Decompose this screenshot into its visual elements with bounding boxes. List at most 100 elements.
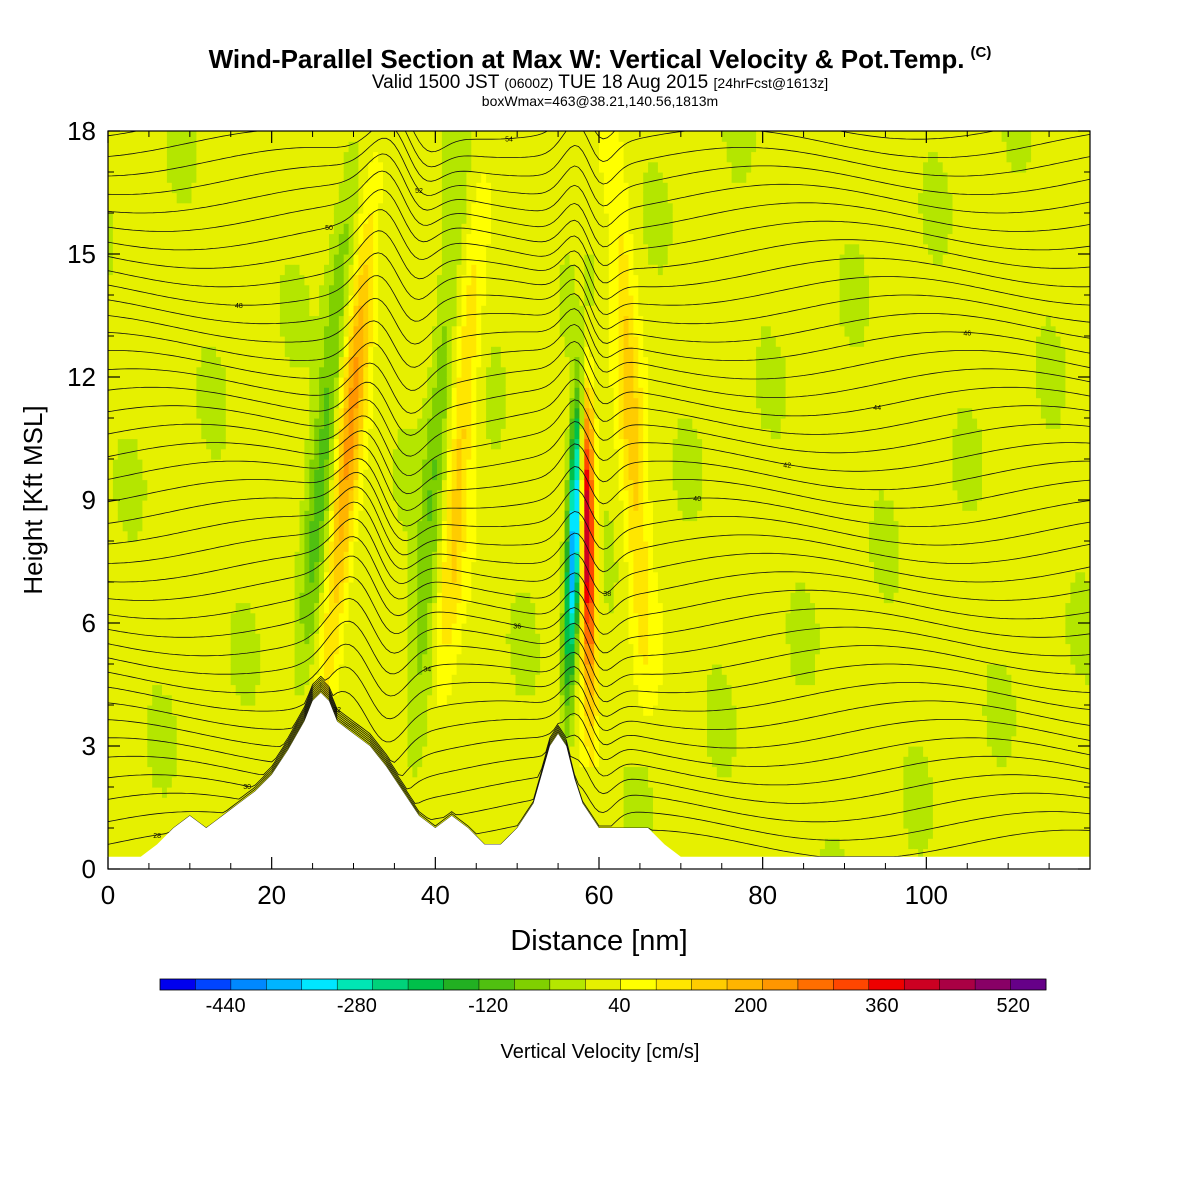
velocity-cell <box>319 315 325 327</box>
velocity-cell <box>225 530 232 542</box>
velocity-cell <box>147 776 153 788</box>
velocity-cell <box>343 366 350 378</box>
velocity-cell <box>427 315 433 327</box>
velocity-cell <box>265 141 271 153</box>
velocity-cell <box>383 746 389 757</box>
velocity-cell <box>186 223 193 235</box>
velocity-cell <box>171 438 178 450</box>
velocity-cell <box>112 756 119 768</box>
velocity-cell <box>412 346 418 358</box>
velocity-cell <box>437 787 443 798</box>
velocity-cell <box>417 264 423 276</box>
velocity-cell <box>260 325 266 337</box>
velocity-cell <box>245 623 251 634</box>
velocity-cell <box>112 182 119 194</box>
velocity-cell <box>432 684 438 696</box>
velocity-cell <box>299 571 305 583</box>
velocity-cell <box>333 387 340 399</box>
velocity-cell <box>324 274 330 286</box>
velocity-cell <box>338 172 345 183</box>
velocity-cell <box>220 274 227 286</box>
velocity-cell <box>373 653 379 665</box>
velocity-cell <box>162 520 168 532</box>
velocity-cell <box>333 243 340 255</box>
velocity-cell <box>176 582 183 593</box>
velocity-cell <box>270 530 276 542</box>
velocity-cell <box>225 766 232 778</box>
velocity-cell <box>304 346 310 358</box>
velocity-cell <box>289 233 296 245</box>
velocity-cell <box>206 561 212 573</box>
velocity-cell <box>441 530 448 542</box>
velocity-cell <box>157 551 163 563</box>
velocity-cell <box>171 746 178 757</box>
velocity-cell <box>274 161 281 173</box>
velocity-cell <box>216 397 222 409</box>
velocity-cell <box>157 571 163 583</box>
velocity-cell <box>112 264 119 276</box>
velocity-cell <box>427 684 433 696</box>
velocity-cell <box>348 684 355 696</box>
velocity-cell <box>333 346 340 358</box>
velocity-cell <box>437 479 443 491</box>
velocity-cell <box>279 274 286 286</box>
velocity-cell <box>147 653 153 665</box>
velocity-cell <box>284 623 291 634</box>
velocity-cell <box>329 295 335 306</box>
velocity-cell <box>235 264 242 276</box>
velocity-cell <box>441 807 448 819</box>
velocity-cell <box>112 848 119 860</box>
velocity-cell <box>171 161 178 173</box>
velocity-cell <box>333 530 340 542</box>
velocity-cell <box>162 674 168 686</box>
velocity-cell <box>422 459 428 470</box>
velocity-cell <box>186 756 193 768</box>
velocity-cell <box>441 202 448 214</box>
velocity-cell <box>112 407 119 419</box>
velocity-cell <box>191 500 197 511</box>
velocity-cell <box>142 172 148 183</box>
velocity-cell <box>137 151 143 163</box>
velocity-cell <box>432 705 438 716</box>
velocity-cell <box>368 387 374 399</box>
velocity-cell <box>162 705 168 716</box>
velocity-cell <box>333 182 340 194</box>
velocity-cell <box>402 131 409 142</box>
velocity-cell <box>166 797 173 809</box>
velocity-cell <box>343 284 350 296</box>
velocity-cell <box>132 674 139 686</box>
velocity-cell <box>358 510 364 522</box>
velocity-cell <box>152 172 158 183</box>
velocity-cell <box>378 530 384 542</box>
velocity-cell <box>122 746 129 757</box>
velocity-cell <box>279 325 286 337</box>
velocity-cell <box>309 479 315 491</box>
velocity-cell <box>309 428 315 440</box>
velocity-cell <box>162 223 168 235</box>
velocity-cell <box>407 705 413 716</box>
velocity-cell <box>147 479 153 491</box>
velocity-cell <box>132 602 139 614</box>
velocity-cell <box>122 694 129 706</box>
velocity-cell <box>373 254 379 265</box>
velocity-cell <box>446 735 453 747</box>
velocity-cell <box>422 735 428 747</box>
velocity-cell <box>171 459 178 470</box>
velocity-cell <box>432 213 438 224</box>
velocity-cell <box>319 469 325 481</box>
velocity-cell <box>274 530 281 542</box>
velocity-cell <box>186 264 193 276</box>
velocity-cell <box>245 510 251 522</box>
velocity-cell <box>216 407 222 419</box>
velocity-cell <box>392 653 399 665</box>
velocity-cell <box>112 776 119 788</box>
velocity-cell <box>319 295 325 306</box>
velocity-cell <box>117 346 124 358</box>
velocity-cell <box>383 428 389 440</box>
velocity-cell <box>441 735 448 747</box>
velocity-cell <box>304 223 310 235</box>
velocity-cell <box>132 787 139 798</box>
velocity-cell <box>250 459 256 470</box>
velocity-cell <box>147 746 153 757</box>
velocity-cell <box>240 643 247 655</box>
